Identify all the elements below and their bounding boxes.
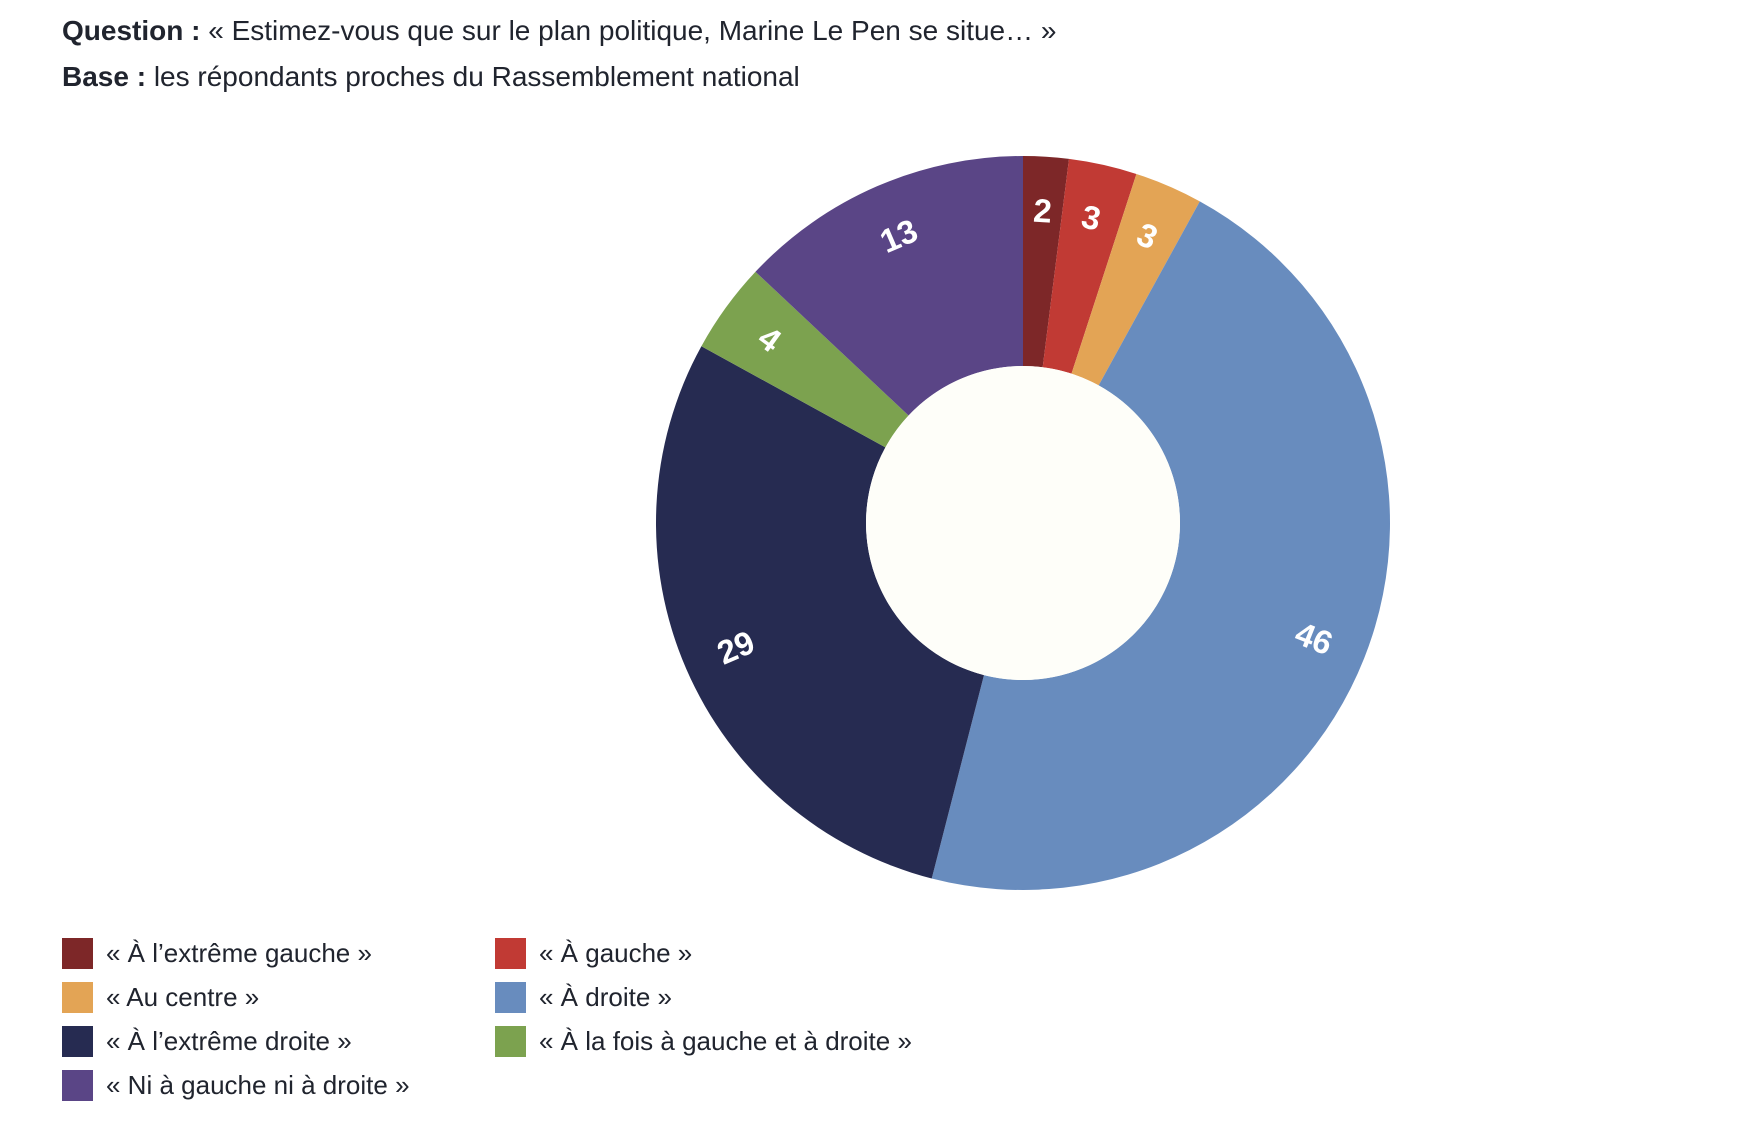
legend-item-0[interactable]: « À l’extrême gauche » [62,938,495,969]
legend-label: « À gauche » [539,938,693,968]
pie-slice-2[interactable] [1071,173,1200,386]
chart-legend: « À l’extrême gauche » « À gauche » « Au c… [62,938,912,1101]
legend-item-2[interactable]: « Au centre » [62,982,495,1013]
base-line: Base : les répondants proches du Rassemb… [62,54,1056,100]
legend-label: « À la fois à gauche et à droite » [539,1026,912,1056]
legend-label: « Au centre » [106,982,260,1012]
question-line: Question : « Estimez-vous que sur le pla… [62,8,1056,54]
question-text: « Estimez-vous que sur le plan politique… [208,15,1057,46]
legend-item-5[interactable]: « À la fois à gauche et à droite » [495,1026,912,1057]
legend-swatch [62,1070,93,1101]
legend-label: « À l’extrême gauche » [106,938,372,968]
legend-label: « Ni à gauche ni à droite » [106,1070,410,1100]
pie-slice-6[interactable] [755,156,1023,416]
legend-item-4[interactable]: « À l’extrême droite » [62,1026,495,1057]
legend-swatch [62,1026,93,1057]
legend-swatch [62,982,93,1013]
pie-slice-0[interactable] [1023,156,1069,368]
legend-label: « À droite » [539,982,672,1012]
pie-slice-3[interactable] [931,201,1390,890]
base-text: les répondants proches du Rassemblement … [153,61,800,92]
legend-item-3[interactable]: « À droite » [495,982,912,1013]
pie-slice-5[interactable] [701,271,909,448]
slice-value-label: 2 [1032,192,1053,230]
legend-swatch [495,938,526,969]
legend-swatch [495,982,526,1013]
legend-label: « À l’extrême droite » [106,1026,352,1056]
donut-hole [866,366,1180,680]
question-label: Question : [62,15,201,46]
legend-item-6[interactable]: « Ni à gauche ni à droite » [62,1070,495,1101]
pie-slice-4[interactable] [655,346,984,879]
legend-swatch [62,938,93,969]
chart-header: Question : « Estimez-vous que sur le pla… [62,8,1056,100]
base-label: Base : [62,61,147,92]
pie-slice-1[interactable] [1042,158,1137,374]
legend-swatch [495,1026,526,1057]
legend-item-1[interactable]: « À gauche » [495,938,912,969]
